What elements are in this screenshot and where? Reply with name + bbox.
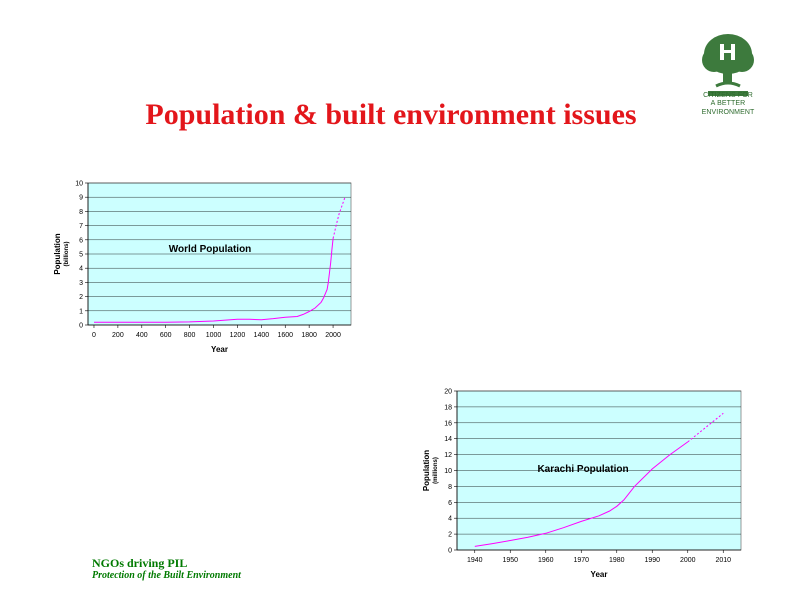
world-y-axis-label: Population [53, 233, 62, 274]
karachi-ytick-label: 8 [448, 484, 452, 491]
world-xtick-label: 1800 [301, 332, 317, 339]
tree-icon [702, 34, 754, 96]
world-ytick-label: 4 [79, 266, 83, 273]
world-xtick-label: 1000 [206, 332, 222, 339]
world-ytick-label: 1 [79, 308, 83, 315]
karachi-xtick-label: 2000 [680, 557, 696, 564]
world-xtick-label: 1200 [230, 332, 246, 339]
karachi-y-axis-label: Population [422, 450, 431, 491]
world-ytick-label: 10 [75, 181, 83, 188]
karachi-ytick-label: 2 [448, 532, 452, 539]
world-xtick-label: 0 [92, 332, 96, 339]
karachi-ytick-label: 6 [448, 500, 452, 507]
karachi-series-line-projection [687, 412, 724, 443]
footer-org-name: NGOs driving PIL [92, 556, 188, 570]
world-xtick-label: 800 [184, 332, 196, 339]
karachi-x-axis-label: Year [591, 570, 608, 579]
world-ytick-label: 5 [79, 252, 83, 259]
world-ytick-label: 3 [79, 280, 83, 287]
footer-subtitle: Protection of the Built Environment [92, 570, 241, 581]
karachi-series-line [474, 441, 689, 547]
world-ytick-label: 9 [79, 195, 83, 202]
slide-title: Population & built environment issues [145, 98, 637, 131]
world-series-line [94, 238, 334, 323]
karachi-xtick-label: 1940 [467, 557, 483, 564]
karachi-xtick-label: 1970 [573, 557, 589, 564]
karachi-xtick-label: 1980 [609, 557, 625, 564]
karachi-ytick-label: 4 [448, 516, 452, 523]
world-xtick-label: 600 [160, 332, 172, 339]
karachi-ytick-label: 20 [444, 389, 452, 396]
world-xtick-label: 400 [136, 332, 148, 339]
logo-text-line3: ENVIRONMENT [701, 109, 755, 116]
karachi-y-axis-unit: (millions) [433, 457, 439, 484]
karachi-ytick-label: 0 [448, 548, 452, 555]
karachi-xtick-label: 1990 [644, 557, 660, 564]
karachi-xtick-label: 1960 [538, 557, 554, 564]
world-chart-title: World Population [169, 244, 252, 255]
karachi-ytick-label: 10 [444, 468, 452, 475]
world-xtick-label: 200 [112, 332, 124, 339]
logo-text-line2: A BETTER [710, 100, 746, 107]
world-y-axis-unit: (billions) [64, 242, 70, 267]
logo-text-line1: CITIZENS FOR [703, 92, 753, 99]
karachi-ytick-label: 14 [444, 436, 452, 443]
world-series-line-projection [332, 197, 346, 239]
world-ytick-label: 7 [79, 223, 83, 230]
karachi-xtick-label: 2010 [715, 557, 731, 564]
karachi-ytick-label: 18 [444, 404, 452, 411]
world-ytick-label: 2 [79, 294, 83, 301]
world-xtick-label: 1400 [254, 332, 270, 339]
world-x-axis-label: Year [211, 345, 228, 354]
world-xtick-label: 1600 [277, 332, 293, 339]
world-ytick-label: 0 [79, 323, 83, 330]
karachi-chart-title: Karachi Population [537, 464, 628, 475]
karachi-ytick-label: 16 [444, 420, 452, 427]
world-ytick-label: 8 [79, 209, 83, 216]
karachi-xtick-label: 1950 [502, 557, 518, 564]
world-ytick-label: 6 [79, 237, 83, 244]
world-xtick-label: 2000 [325, 332, 341, 339]
karachi-ytick-label: 12 [444, 452, 452, 459]
